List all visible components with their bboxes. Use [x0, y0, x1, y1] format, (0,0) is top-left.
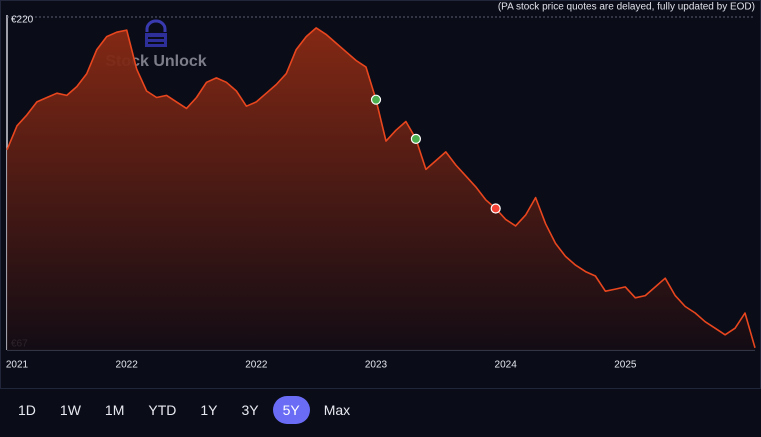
trade-marker	[490, 203, 501, 214]
trade-marker	[410, 133, 422, 144]
delay-note: (PA stock price quotes are delayed, full…	[498, 2, 755, 13]
price-line	[6, 27, 756, 349]
watermark-icon	[145, 19, 167, 47]
x-tick-label: 2023	[365, 360, 388, 371]
chart: (PA stock price quotes are delayed, full…	[0, 0, 761, 389]
x-tick-label: 2022	[116, 360, 139, 371]
range-button[interactable]: YTD	[148, 402, 177, 418]
x-tick-label: 2024	[495, 360, 518, 371]
range-button[interactable]: Max	[323, 402, 351, 418]
range-button[interactable]: 5Y	[272, 396, 310, 424]
trade-marker	[370, 94, 382, 105]
range-button[interactable]: 1D	[18, 402, 36, 418]
range-button[interactable]: 1Y	[200, 402, 218, 418]
range-buttons: 1D 1W 1M YTD 1Y 3Y 5Y Max	[8, 396, 360, 424]
y-tick-label: €220	[11, 15, 34, 26]
area	[7, 27, 755, 351]
x-tick-label: 2022	[245, 360, 268, 371]
range-button[interactable]: 1M	[104, 402, 125, 418]
x-tick-label: 2021	[6, 360, 29, 371]
range-button[interactable]: 1W	[59, 402, 81, 418]
range-button[interactable]: 3Y	[241, 402, 259, 418]
x-tick-label: 2025	[614, 360, 637, 371]
